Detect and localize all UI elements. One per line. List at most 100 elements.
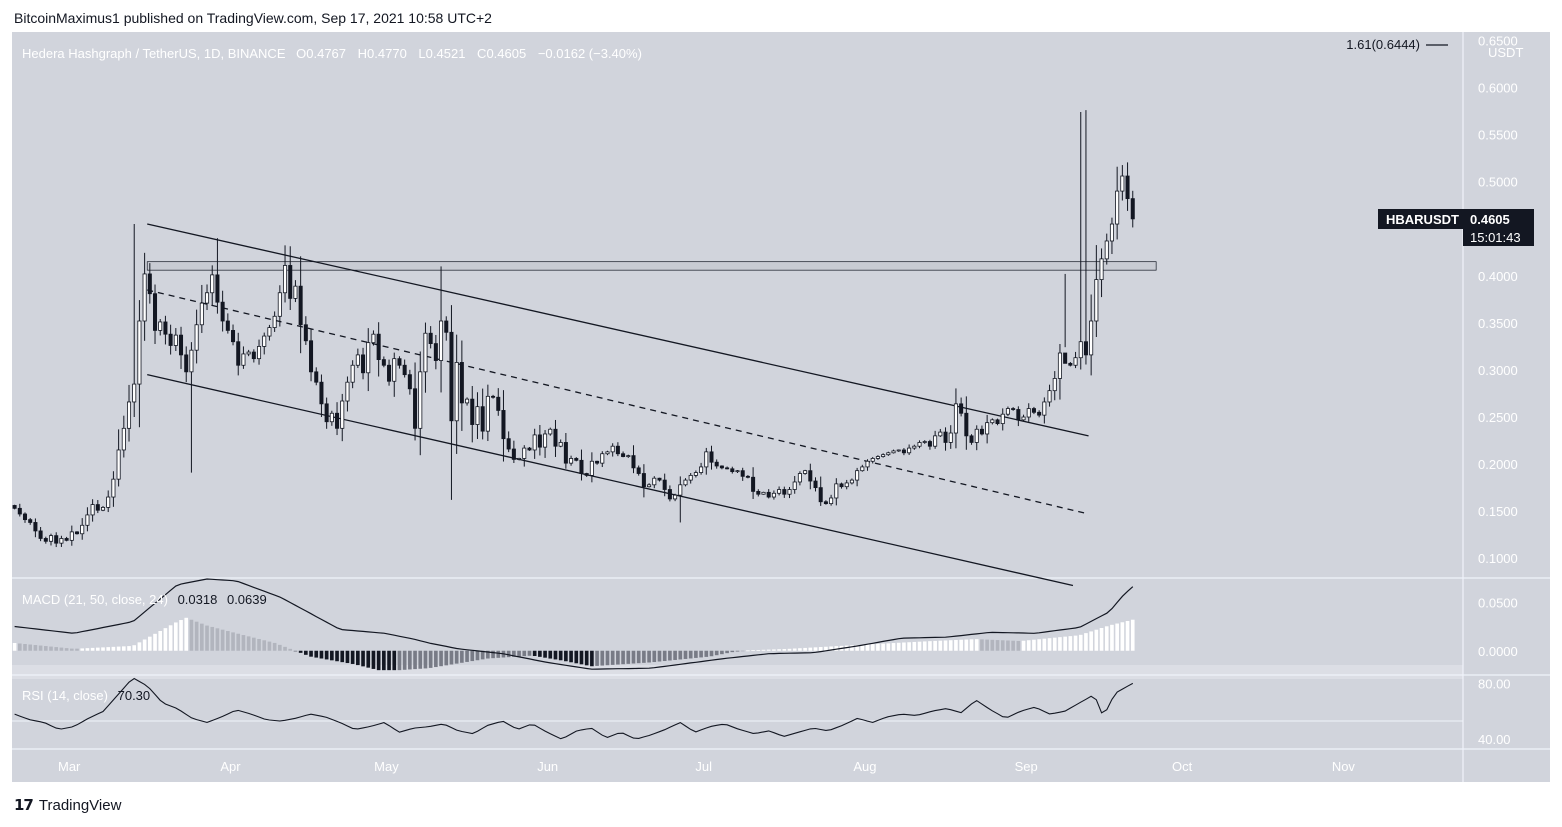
macd-histogram-bar xyxy=(366,650,371,668)
macd-histogram-bar xyxy=(454,650,459,664)
macd-legend[interactable]: MACD (21, 50, close, 24) 0.0318 0.0639 xyxy=(22,592,267,607)
candle-body xyxy=(912,445,917,449)
fib-label: 1.61(0.6444) xyxy=(1346,37,1420,52)
macd-histogram-bar xyxy=(746,650,750,652)
macd-histogram-bar xyxy=(902,642,906,651)
candle-body xyxy=(288,265,293,299)
candle-body xyxy=(277,292,282,317)
candle-body xyxy=(886,452,891,456)
price-tick-label: 0.2500 xyxy=(1478,410,1518,425)
candle-body xyxy=(641,473,646,488)
candle-body xyxy=(823,501,828,505)
macd-histogram-bar xyxy=(964,639,969,651)
price-unit-label: USDT xyxy=(1488,45,1523,60)
fib-level[interactable]: 1.61(0.6444) xyxy=(1346,37,1448,52)
candle-body xyxy=(979,428,984,435)
macd-histogram-bar xyxy=(704,650,709,657)
price-tick-label: 0.1500 xyxy=(1478,504,1518,519)
candle-body xyxy=(626,455,631,458)
macd-histogram-bar xyxy=(64,648,69,651)
candle-body xyxy=(631,455,636,469)
time-axis[interactable]: Mar Apr May Jun Jul Aug Sep Oct Nov xyxy=(58,759,1355,774)
macd-histogram-bar xyxy=(1052,637,1057,651)
chart-canvas[interactable]: 0.65000.60000.55000.50000.45000.40000.35… xyxy=(12,32,1550,782)
candle-body xyxy=(761,491,766,495)
candle-body xyxy=(95,504,100,511)
candle-body xyxy=(189,349,194,373)
footer-brand[interactable]: 𝟭𝟳 TradingView xyxy=(14,796,121,814)
candle-body xyxy=(636,467,641,474)
macd-histogram-bar xyxy=(600,650,605,666)
price-axis[interactable]: 0.65000.60000.55000.50000.45000.40000.35… xyxy=(1478,33,1523,747)
macd-histogram-bar xyxy=(642,650,646,663)
macd-histogram-bar xyxy=(621,650,625,665)
macd-histogram-bar xyxy=(626,650,631,664)
macd-histogram-bar xyxy=(995,640,1000,651)
price-tick-label: 0.3000 xyxy=(1478,363,1518,378)
macd-histogram-bar xyxy=(470,650,475,662)
macd-histogram-bar xyxy=(699,650,703,658)
macd-histogram-bar xyxy=(1068,636,1073,651)
candle-body xyxy=(397,358,402,366)
candle-body xyxy=(137,320,142,385)
macd-histogram-bar xyxy=(272,642,277,651)
candle-body xyxy=(964,412,969,437)
macd-histogram-bar xyxy=(267,641,272,651)
candle-body xyxy=(33,522,38,532)
macd-histogram-bar xyxy=(85,648,90,651)
macd-histogram-bar xyxy=(184,617,189,651)
macd-histogram-bar xyxy=(616,650,620,665)
candle-body xyxy=(69,531,74,541)
price-badge-countdown: 15:01:43 xyxy=(1470,230,1521,245)
macd-histogram-bar xyxy=(886,643,891,651)
candle-body xyxy=(605,451,610,455)
macd-histogram-bar xyxy=(1032,639,1036,651)
macd-histogram-bar xyxy=(985,639,989,651)
macd-histogram-bar xyxy=(460,650,464,663)
candle-body xyxy=(17,507,22,515)
macd-histogram-bar xyxy=(28,644,33,651)
candle-body xyxy=(387,364,392,382)
candle-body xyxy=(740,470,745,477)
macd-histogram-bar xyxy=(418,650,423,669)
candle-body xyxy=(376,333,381,361)
macd-histogram-bar xyxy=(69,648,74,651)
candle-body xyxy=(927,441,932,447)
candle-body xyxy=(90,504,95,516)
macd-histogram-bar xyxy=(532,650,537,656)
candle-body xyxy=(231,330,236,343)
macd-histogram-bar xyxy=(293,650,298,652)
macd-histogram-bar xyxy=(527,650,532,656)
candle-body xyxy=(959,403,964,414)
candle-body xyxy=(751,476,756,492)
rsi-pane xyxy=(14,677,1134,740)
macd-histogram-bar xyxy=(720,650,724,655)
chart-frame[interactable]: 0.65000.60000.55000.50000.45000.40000.35… xyxy=(12,32,1550,782)
macd-histogram-bar xyxy=(90,647,95,651)
rsi-legend[interactable]: RSI (14, close) 70.30 xyxy=(22,688,150,703)
candle-body xyxy=(366,342,371,374)
macd-histogram-bar xyxy=(1125,620,1130,651)
rsi-tick-label: 40.00 xyxy=(1478,732,1511,747)
footer-brand-text: TradingView xyxy=(38,796,122,814)
macd-histogram-bar xyxy=(709,650,714,657)
candle-body xyxy=(709,451,714,463)
candle-body xyxy=(855,470,860,481)
macd-histogram-bar xyxy=(246,636,251,651)
candle-body xyxy=(574,458,579,461)
candle-body xyxy=(719,465,724,469)
macd-histogram-bar xyxy=(1115,623,1119,651)
price-badge: HBARUSDT 0.4605 15:01:43 xyxy=(1378,209,1534,246)
candle-body xyxy=(657,477,662,481)
macd-histogram-bar xyxy=(990,639,995,651)
macd-histogram-bar xyxy=(361,650,365,667)
candle-body xyxy=(756,490,761,495)
candle-body xyxy=(470,398,475,425)
symbol-legend[interactable]: Hedera Hashgraph / TetherUS, 1D, BINANCE… xyxy=(22,46,642,61)
open-value: 0.4767 xyxy=(306,46,346,61)
macd-histogram-bar xyxy=(512,650,516,657)
macd-histogram-bar xyxy=(200,623,204,651)
candle-body xyxy=(101,506,106,511)
open-label: O xyxy=(296,46,306,61)
price-badge-symbol: HBARUSDT xyxy=(1386,212,1459,227)
